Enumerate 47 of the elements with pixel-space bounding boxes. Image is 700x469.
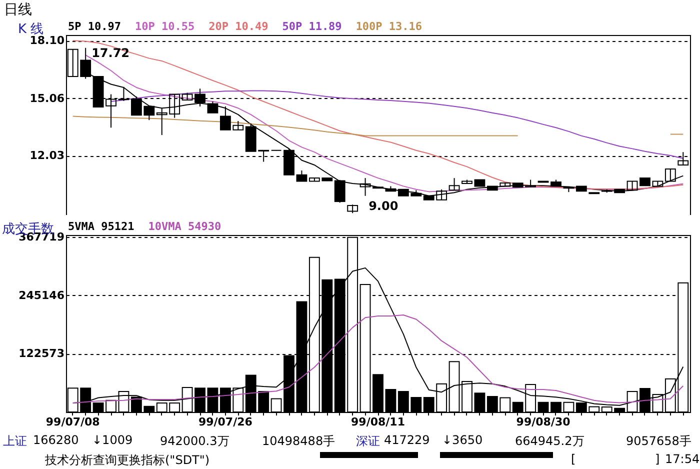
chart-title: 日线 <box>4 1 32 19</box>
text: 9057658手 <box>626 433 692 450</box>
annotation: 9.00 <box>368 199 398 214</box>
bar <box>538 402 549 412</box>
text: 上证 <box>3 433 27 450</box>
text: ↓1009 <box>92 433 133 447</box>
bar <box>372 374 384 412</box>
bar <box>474 392 486 412</box>
x-tick-label: 99/07/08 <box>46 416 100 428</box>
bar <box>270 398 282 412</box>
line-series <box>72 314 684 404</box>
candlestick <box>296 170 308 182</box>
y-tick-label: 12.03 <box>30 149 64 162</box>
text: 深证 <box>356 433 380 450</box>
text: 20P 10.49 <box>208 20 268 33</box>
text: [ <box>571 452 576 466</box>
text: 10498488手 <box>262 433 336 450</box>
text: 17:54 <box>665 452 700 466</box>
text: ↓3650 <box>442 433 483 447</box>
y-axis-title: K 线 <box>18 21 44 37</box>
x-tick-label: 99/08/30 <box>516 416 571 428</box>
y-tick-label: 18.10 <box>30 34 65 48</box>
candlestick <box>448 178 460 191</box>
text: 100P 13.16 <box>356 20 422 33</box>
text: 10P 10.55 <box>134 20 195 33</box>
text: 166280 <box>33 433 79 447</box>
text: ] <box>655 452 660 466</box>
x-tick-label: 99/07/26 <box>198 416 253 428</box>
candlestick <box>664 168 676 182</box>
candlestick <box>207 101 218 114</box>
text: 942000.3万 <box>160 433 230 450</box>
text: 5P 10.97 <box>68 20 121 33</box>
bar <box>385 388 396 412</box>
x-tick-label: 99/08/11 <box>351 416 405 428</box>
text: 5VMA 95121 <box>68 220 134 233</box>
y-tick-label: 15.06 <box>30 92 65 105</box>
text: 417229 <box>384 433 430 447</box>
y-tick-label: 122573 <box>18 347 64 360</box>
text: 10VMA 54930 <box>148 220 222 233</box>
bar <box>360 284 371 412</box>
annotation: 17.72 <box>92 46 130 60</box>
bar <box>563 402 574 412</box>
y-tick-label: 245146 <box>18 288 65 302</box>
text: 664945.2万 <box>515 433 584 450</box>
bar <box>550 402 562 412</box>
text: 技术分析查询更换指标("SDT") <box>45 452 210 469</box>
text: 50P 11.89 <box>282 20 342 33</box>
